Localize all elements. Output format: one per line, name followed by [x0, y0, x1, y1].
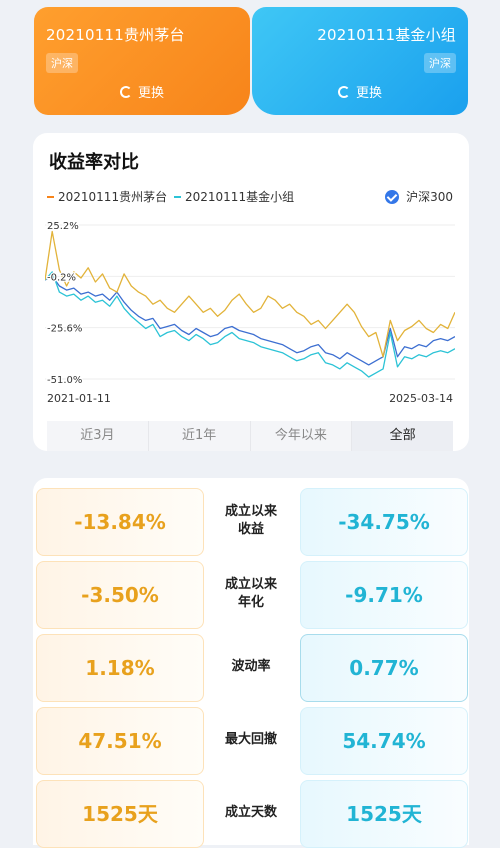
y-tick-label: -0.2%	[47, 272, 76, 283]
x-start-label: 2021-01-11	[47, 392, 111, 405]
stat-label: 最大回撤	[224, 732, 277, 747]
stat-row: -13.84% 成立以来 收益 -34.75%	[33, 488, 469, 556]
x-end-label: 2025-03-14	[389, 392, 453, 405]
stat-label: 成立以来 收益	[224, 504, 277, 537]
y-tick-label: -25.6%	[47, 324, 82, 335]
right-swap-label: 更换	[355, 86, 382, 101]
stat-right-value: -9.71%	[300, 561, 468, 629]
stat-row: 47.51% 最大回撤 54.74%	[33, 707, 469, 775]
stat-left-value: 1525天	[36, 780, 204, 848]
compare-card-right: 20210111基金小组 沪深 更换	[252, 7, 468, 115]
refresh-icon	[119, 85, 132, 98]
right-portfolio-name: 20210111基金小组	[317, 26, 456, 44]
legend-label-a: 20210111贵州茅台	[58, 190, 168, 204]
section-title: 收益率对比	[49, 152, 139, 173]
left-market-badge: 沪深	[46, 53, 78, 73]
stat-right-value: 54.74%	[300, 707, 468, 775]
range-tab-0[interactable]: 近3月	[47, 421, 149, 451]
right-swap-button[interactable]: 更换	[252, 82, 468, 101]
stat-label: 成立以来 年化	[224, 577, 277, 610]
benchmark-toggle[interactable]: 沪深300	[385, 188, 453, 205]
refresh-icon	[337, 85, 350, 98]
legend-series-a: 20210111贵州茅台	[47, 188, 167, 205]
stat-row: 1525天 成立天数 1525天	[33, 780, 469, 848]
return-line-chart: 25.2% -0.2% -25.6% -51.0%	[45, 220, 455, 387]
y-tick-label: -51.0%	[47, 375, 82, 386]
legend-swatch-b	[174, 195, 181, 198]
stat-right-value: 0.77%	[300, 634, 468, 702]
checkbox-checked-icon	[385, 189, 400, 204]
range-tab-3[interactable]: 全部	[352, 421, 453, 451]
stat-label: 成立天数	[224, 805, 277, 820]
left-swap-button[interactable]: 更换	[34, 82, 250, 101]
return-comparison-card: 收益率对比 20210111贵州茅台 20210111基金小组 沪深300 25…	[33, 133, 469, 451]
stat-label: 波动率	[231, 659, 271, 674]
series-line-0	[45, 230, 455, 358]
legend-label-b: 20210111基金小组	[185, 190, 295, 204]
stat-left-value: 47.51%	[36, 707, 204, 775]
left-portfolio-name: 20210111贵州茅台	[46, 26, 185, 44]
legend-series-b: 20210111基金小组	[174, 188, 294, 205]
y-tick-label: 25.2%	[47, 221, 79, 232]
stat-row: 1.18% 波动率 0.77%	[33, 634, 469, 702]
range-tabs: 近3月 近1年 今年以来 全部	[47, 421, 453, 451]
benchmark-label: 沪深300	[406, 190, 453, 204]
compare-card-left: 20210111贵州茅台 沪深 更换	[34, 7, 250, 115]
stat-left-value: 1.18%	[36, 634, 204, 702]
stats-comparison: -13.84% 成立以来 收益 -34.75% -3.50% 成立以来 年化 -9.71% 1.…	[33, 478, 469, 848]
stat-row: -3.50% 成立以来 年化 -9.71%	[33, 561, 469, 629]
range-tab-1[interactable]: 近1年	[149, 421, 251, 451]
left-swap-label: 更换	[137, 86, 164, 101]
series-line-1	[45, 271, 455, 378]
range-tab-2[interactable]: 今年以来	[251, 421, 353, 451]
stat-left-value: -13.84%	[36, 488, 204, 556]
legend-swatch-a	[47, 195, 54, 198]
stat-left-value: -3.50%	[36, 561, 204, 629]
stat-right-value: 1525天	[300, 780, 468, 848]
stat-right-value: -34.75%	[300, 488, 468, 556]
series-line-2	[45, 275, 455, 366]
right-market-badge: 沪深	[424, 53, 456, 73]
